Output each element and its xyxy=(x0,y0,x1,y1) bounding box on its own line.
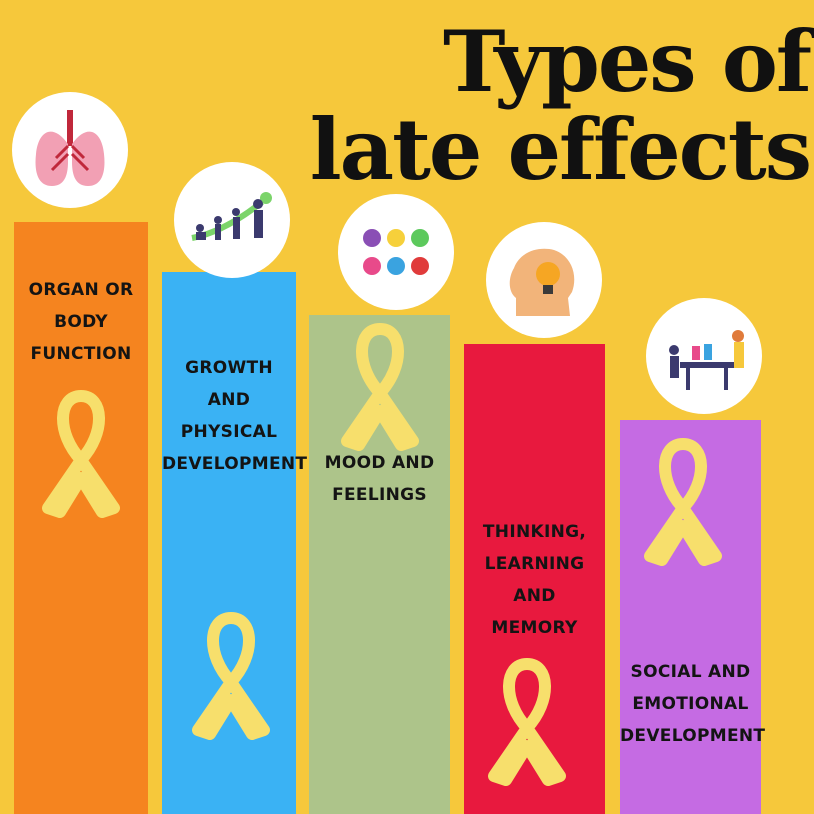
bar-label: Growth and physical development xyxy=(162,358,308,474)
awareness-ribbon-icon xyxy=(488,658,566,786)
people-at-table-icon xyxy=(669,330,744,390)
bar-label: Social and emotional development xyxy=(620,662,766,746)
lungs-icon xyxy=(35,110,105,186)
bar-thinking-learning-memory: Thinking, learning and memory xyxy=(464,344,605,814)
bar-growth-development: Growth and physical development xyxy=(162,272,308,814)
awareness-ribbon-icon xyxy=(42,390,120,518)
bar-label: Thinking, learning and memory xyxy=(482,522,587,638)
awareness-ribbon-icon xyxy=(341,323,419,451)
bar-mood-feelings: Mood and feelings xyxy=(309,315,450,814)
page-title: Types of late effects xyxy=(309,12,812,199)
icon-circle xyxy=(486,222,602,338)
awareness-ribbon-icon xyxy=(192,612,270,740)
icon-circle xyxy=(646,298,762,414)
bar-social-emotional-development: Social and emotional development xyxy=(620,420,766,814)
icon-circle xyxy=(338,194,454,310)
awareness-ribbon-icon xyxy=(644,438,722,566)
bar-organ-function: Organ or body function xyxy=(14,222,148,814)
bar-label: Organ or body function xyxy=(28,280,134,364)
head-lightbulb-icon xyxy=(509,248,575,316)
icon-circle xyxy=(174,162,290,278)
bar-label: Mood and feelings xyxy=(324,453,435,505)
icon-circle xyxy=(12,92,128,208)
emotion-faces-icon xyxy=(363,229,429,275)
growth-stages-icon xyxy=(191,192,272,241)
